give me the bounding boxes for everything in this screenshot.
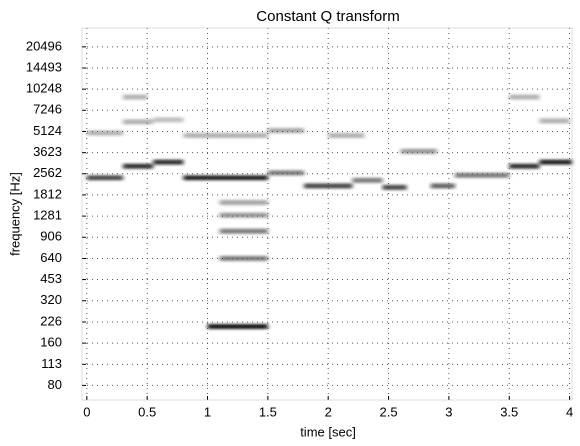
spectral-band: [328, 132, 365, 138]
spectral-band: [86, 175, 124, 181]
y-tick-label: 5124: [33, 123, 62, 138]
y-tick-label: 640: [40, 250, 62, 265]
spectral-band: [267, 128, 305, 134]
y-tick-label: 1812: [33, 186, 62, 201]
spectral-band: [267, 170, 305, 176]
y-tick-label: 320: [40, 292, 62, 307]
y-tick-label: 453: [40, 271, 62, 286]
spectral-band: [207, 323, 268, 329]
y-tick-label: 906: [40, 229, 62, 244]
x-tick-label: 1.5: [259, 404, 277, 419]
spectral-band: [509, 94, 540, 100]
spectral-band: [454, 172, 510, 178]
plot-frame: [81, 27, 573, 401]
spectral-band: [183, 132, 268, 138]
x-tick-label: 3.5: [500, 404, 518, 419]
x-tick-label: 4: [566, 404, 573, 419]
y-tick-label: 14493: [26, 59, 62, 74]
spectral-band: [539, 118, 570, 124]
x-axis-label: time [sec]: [300, 424, 356, 439]
y-tick-label: 3623: [33, 144, 62, 159]
x-tick-label: 0.5: [138, 404, 156, 419]
x-tick-label: 0: [83, 404, 90, 419]
spectral-band: [219, 228, 268, 234]
x-tick-label: 2: [325, 404, 332, 419]
spectral-band: [123, 94, 148, 100]
spectral-band: [352, 177, 383, 183]
chart-title: Constant Q transform: [256, 8, 399, 25]
x-tick-label: 1: [204, 404, 211, 419]
spectral-band: [509, 163, 540, 169]
spectral-band: [430, 183, 455, 189]
spectral-band: [400, 148, 437, 154]
spectral-band: [123, 119, 154, 125]
spectral-band: [153, 159, 184, 165]
y-tick-label: 7246: [33, 102, 62, 117]
x-tick-label: 3: [445, 404, 452, 419]
y-tick-label: 226: [40, 313, 62, 328]
x-tick-label: 2.5: [380, 404, 398, 419]
spectral-band: [219, 200, 268, 206]
y-tick-label: 2562: [33, 165, 62, 180]
y-tick-label: 113: [41, 356, 62, 371]
spectral-band: [153, 117, 184, 123]
spectral-band: [382, 184, 407, 190]
spectral-band: [219, 212, 268, 218]
spectral-band: [304, 183, 353, 189]
y-tick-label: 10248: [26, 81, 62, 96]
spectral-band: [86, 130, 124, 136]
spectral-band: [219, 255, 268, 261]
spectral-band: [539, 159, 572, 165]
y-tick-label: 1281: [33, 208, 62, 223]
y-tick-label: 20496: [26, 38, 62, 53]
spectral-band: [183, 175, 268, 181]
y-tick-label: 160: [40, 335, 62, 350]
spectral-band: [123, 163, 154, 169]
y-axis-label: frequency [Hz]: [7, 172, 22, 256]
y-tick-label: 80: [48, 377, 62, 392]
